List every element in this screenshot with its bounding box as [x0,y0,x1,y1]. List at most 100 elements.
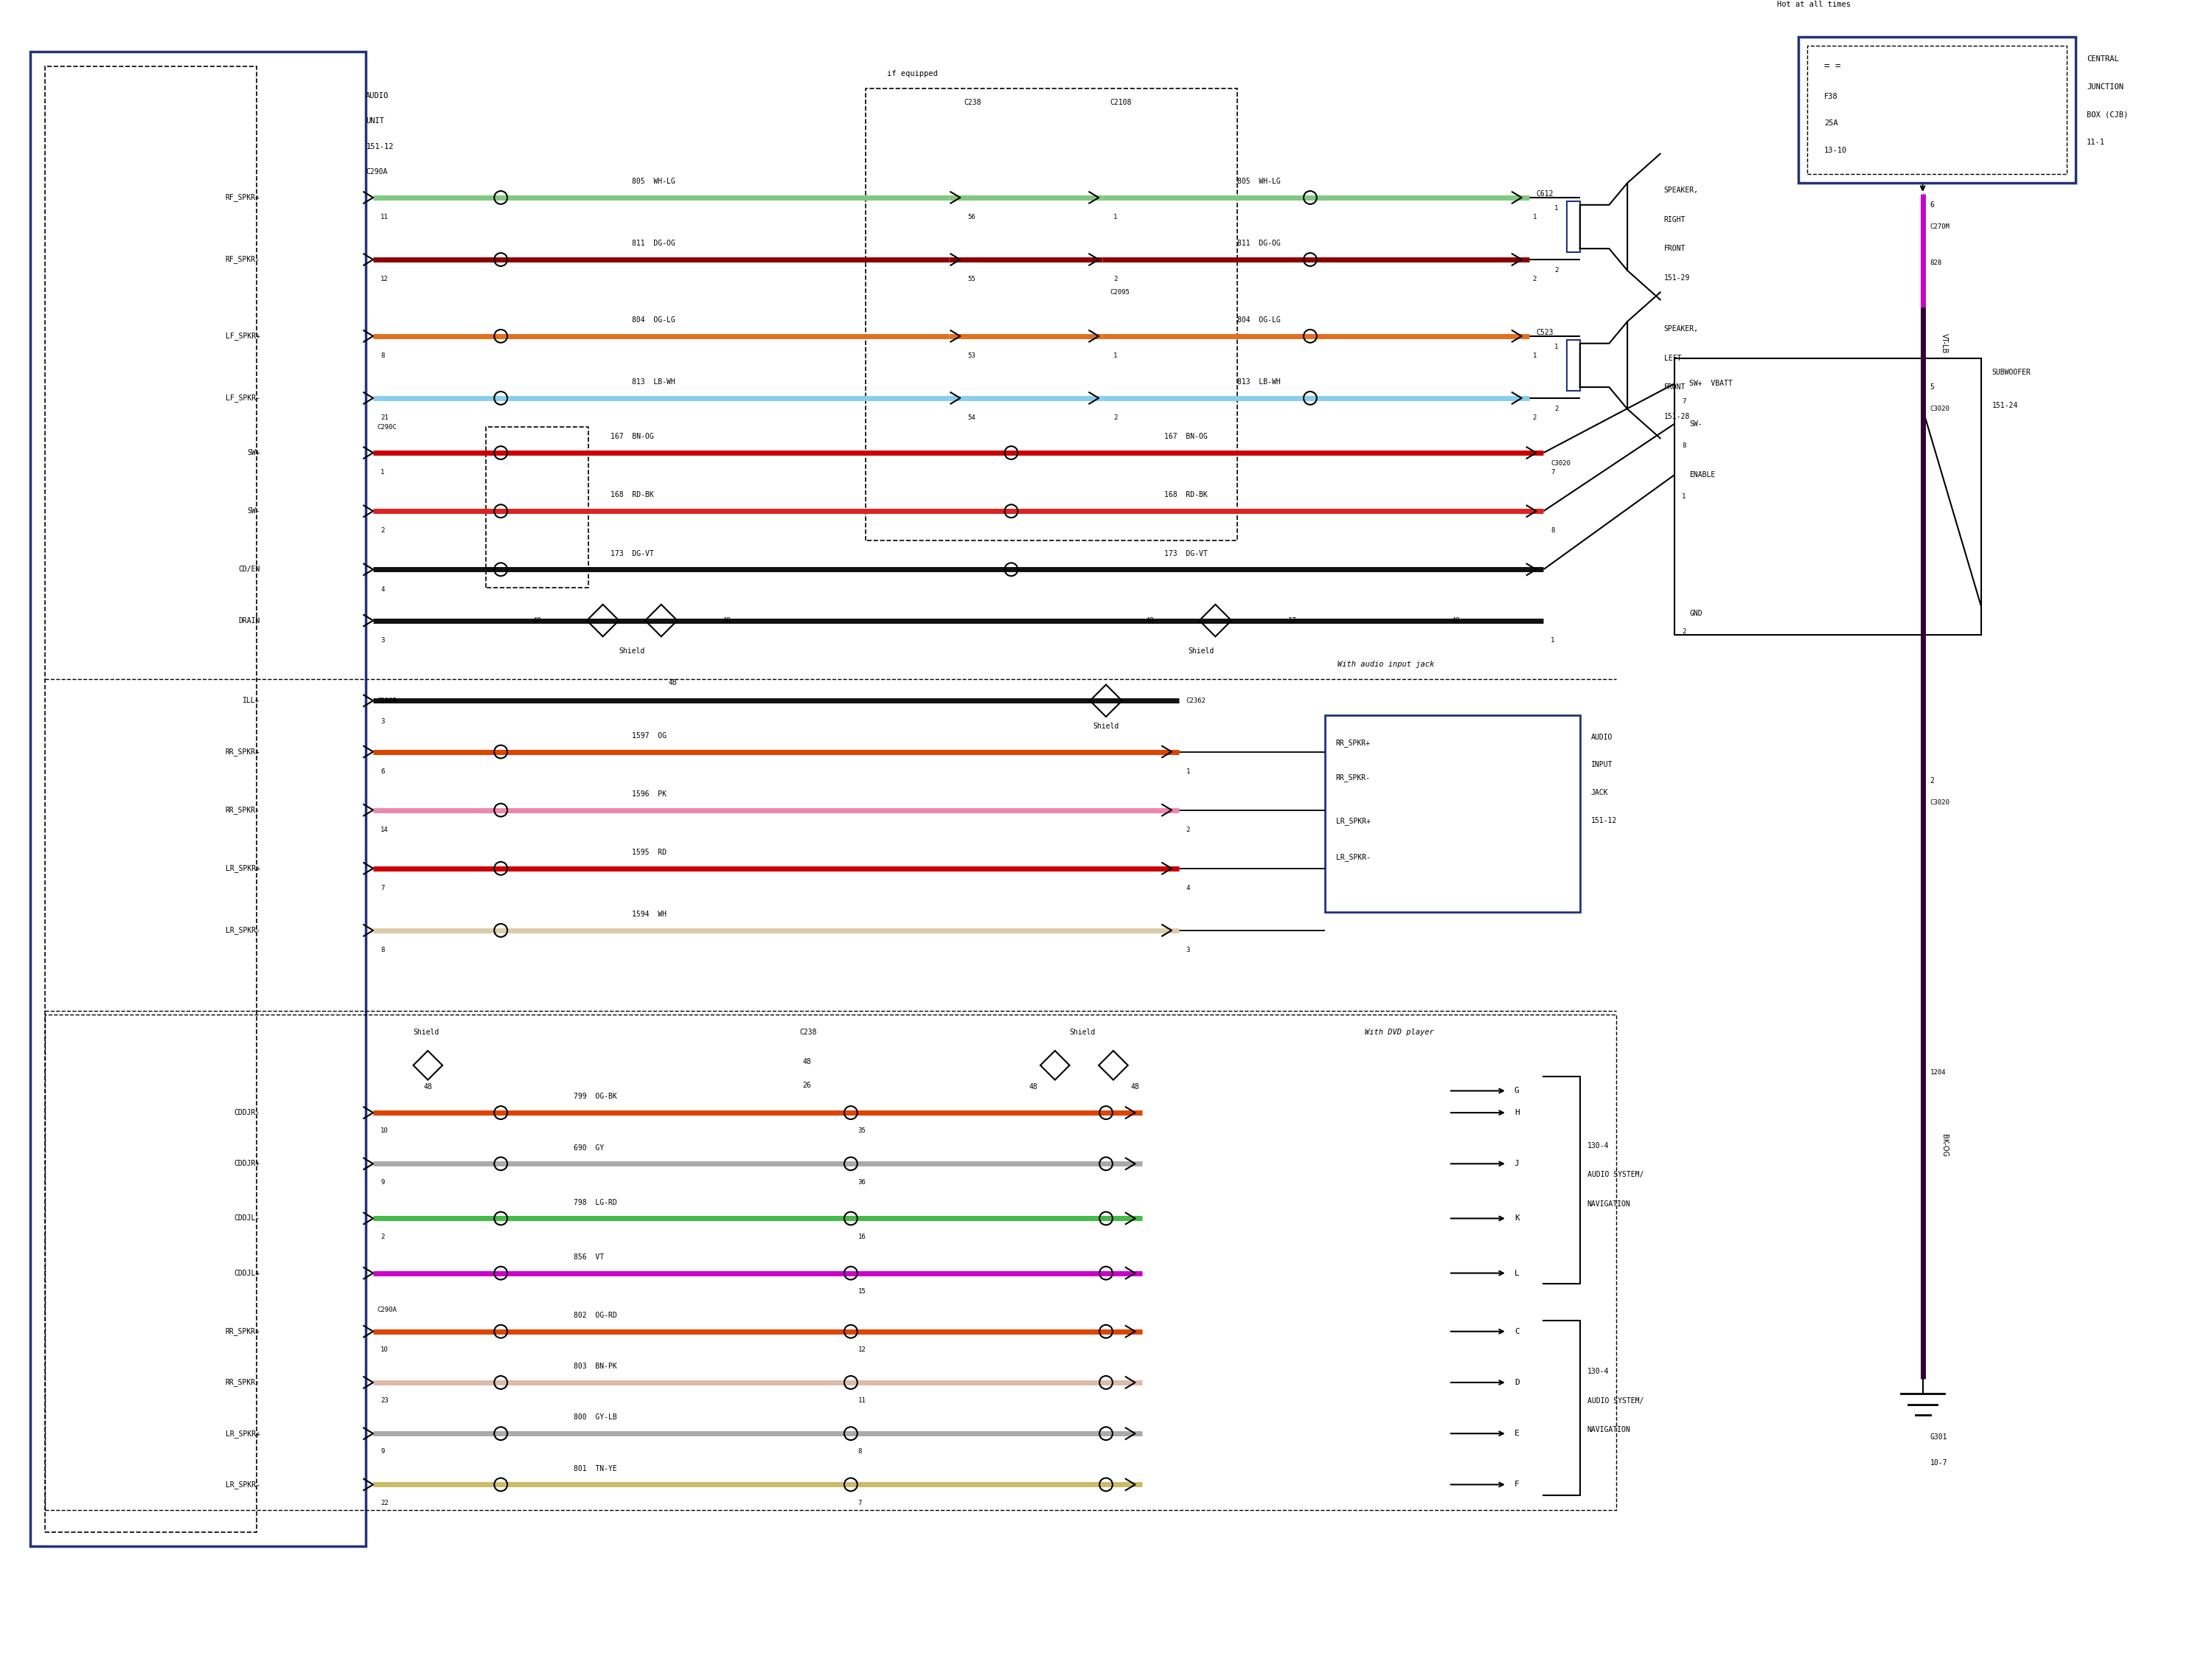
Text: BOX (CJB): BOX (CJB) [2086,111,2128,118]
Text: J: J [1515,1160,1520,1168]
Text: 54: 54 [967,415,975,421]
Text: 4: 4 [1186,884,1190,891]
Text: 26: 26 [803,1082,812,1090]
Text: 22: 22 [380,1500,389,1506]
Text: BK-OG: BK-OG [1940,1135,1949,1156]
Bar [31,51,365,1546]
Text: AUDIO: AUDIO [1590,733,1613,742]
Text: 168  RD-BK: 168 RD-BK [1164,491,1208,499]
Text: 813  LB-WH: 813 LB-WH [1237,378,1281,387]
Text: 828: 828 [1931,260,1942,267]
Text: 3: 3 [1186,947,1190,954]
Text: 2: 2 [1533,415,1537,421]
Text: 9: 9 [380,1178,385,1185]
Text: 23: 23 [380,1397,389,1404]
Text: 6: 6 [380,768,385,775]
Text: K: K [1515,1214,1520,1223]
Text: SW+  VBATT: SW+ VBATT [1690,380,1732,387]
Text: 2: 2 [1555,406,1559,413]
Text: 1204: 1204 [1931,1070,1947,1077]
Text: Shield: Shield [619,647,646,655]
Text: 53: 53 [967,352,975,358]
Text: RR_SPKR-: RR_SPKR- [226,1379,261,1387]
Text: 7: 7 [858,1500,863,1506]
Text: JUNCTION: JUNCTION [2086,83,2124,91]
Text: C3020: C3020 [1551,461,1571,468]
Text: 6: 6 [1931,201,1933,209]
Text: GND: GND [1690,609,1703,617]
Text: 35: 35 [858,1128,867,1135]
Bar [1674,358,1982,635]
Text: 12: 12 [858,1347,867,1354]
Bar [1325,715,1579,912]
Text: 1: 1 [1113,214,1117,221]
Text: 2: 2 [1113,415,1117,421]
Text: 36: 36 [858,1178,867,1185]
Text: 11: 11 [858,1397,867,1404]
Text: G301: G301 [1931,1433,1947,1442]
Text: 3: 3 [380,718,385,725]
Text: 8: 8 [1551,528,1555,534]
Text: 1: 1 [380,469,385,476]
Text: 1597  OG: 1597 OG [633,732,666,740]
Text: 1: 1 [1555,343,1559,350]
Text: RIGHT: RIGHT [1663,216,1686,222]
Text: LR_SPKR-: LR_SPKR- [1336,853,1371,861]
Text: 167  BN-OG: 167 BN-OG [1164,433,1208,440]
Text: 8: 8 [380,947,385,954]
Text: 1: 1 [1533,214,1537,221]
Text: 1: 1 [1555,206,1559,212]
Text: 167  BN-OG: 167 BN-OG [611,433,653,440]
Text: Shield: Shield [1071,1029,1095,1037]
Text: AUDIO SYSTEM/: AUDIO SYSTEM/ [1588,1397,1644,1405]
Text: 14: 14 [380,826,389,833]
Text: NAVIGATION: NAVIGATION [1588,1427,1630,1433]
Text: RR_SPKR+: RR_SPKR+ [226,748,261,757]
Text: LR_SPKR+: LR_SPKR+ [1336,816,1371,825]
Text: C238: C238 [964,100,982,106]
Text: 3: 3 [380,637,385,644]
Text: = =: = = [1825,61,1840,71]
Text: 2: 2 [380,1233,385,1239]
Text: SUBWOOFER: SUBWOOFER [1993,368,2031,377]
Text: RF_SPKR-: RF_SPKR- [226,255,261,264]
Text: 811  DG-OG: 811 DG-OG [1237,241,1281,247]
Text: C2108: C2108 [1110,100,1130,106]
Text: Shield: Shield [1188,647,1214,655]
Text: H: H [1515,1108,1520,1117]
Text: 21: 21 [380,415,389,421]
Text: 2: 2 [1931,776,1933,785]
Text: 7: 7 [1681,398,1686,405]
Text: SW+: SW+ [248,450,261,456]
Text: 25A: 25A [1825,119,1838,126]
Text: C290B: C290B [376,697,396,703]
Text: 48: 48 [1130,1083,1139,1092]
Text: SPEAKER,: SPEAKER, [1663,325,1699,332]
Text: LR_SPKR+: LR_SPKR+ [226,1430,261,1438]
Text: 48: 48 [723,617,732,624]
Text: C612: C612 [1535,191,1553,197]
Text: AUDIO: AUDIO [365,91,389,100]
Text: 801  TN-YE: 801 TN-YE [573,1465,617,1472]
Text: 48: 48 [1029,1083,1037,1092]
Text: C: C [1515,1327,1520,1335]
Text: 1596  PK: 1596 PK [633,790,666,798]
Text: 48: 48 [803,1058,812,1065]
Text: 48: 48 [1146,617,1155,624]
Text: NAVIGATION: NAVIGATION [1588,1199,1630,1208]
Text: E: E [1515,1430,1520,1437]
Text: C3020: C3020 [1931,800,1949,806]
Text: ILL+: ILL+ [243,697,261,705]
Text: 173  DG-VT: 173 DG-VT [1164,549,1208,557]
Text: 800  GY-LB: 800 GY-LB [573,1413,617,1422]
Text: 1594  WH: 1594 WH [633,911,666,917]
Text: 2: 2 [1113,275,1117,282]
Text: 48: 48 [533,617,542,624]
Text: 804  OG-LG: 804 OG-LG [633,317,675,324]
Text: FRONT: FRONT [1663,383,1686,392]
Text: 5: 5 [1931,383,1933,392]
Text: SPEAKER,: SPEAKER, [1663,186,1699,194]
Text: LR_SPKR+: LR_SPKR+ [226,864,261,873]
Text: 130-4: 130-4 [1588,1141,1608,1150]
Text: 805  WH-LG: 805 WH-LG [1237,178,1281,186]
